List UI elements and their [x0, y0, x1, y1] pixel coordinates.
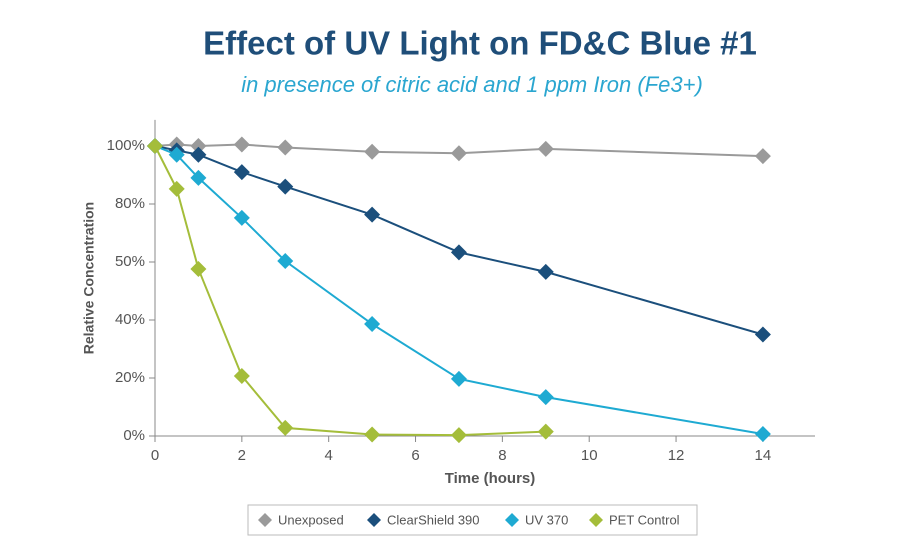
legend-box — [247, 504, 698, 536]
data-point — [277, 178, 294, 195]
y-tick-label: 40% — [115, 311, 145, 328]
x-tick-label: 10 — [581, 447, 598, 464]
data-point — [364, 426, 381, 443]
legend-marker — [505, 513, 519, 527]
x-tick-label: 8 — [498, 447, 506, 464]
y-tick-label: 80% — [115, 195, 145, 212]
data-point — [450, 370, 467, 387]
x-tick-label: 2 — [238, 447, 246, 464]
data-point — [277, 139, 294, 156]
series-line — [154, 145, 546, 437]
data-point — [233, 209, 250, 226]
data-point — [754, 148, 771, 165]
y-tick-label: 100% — [107, 137, 145, 154]
x-tick-label: 14 — [755, 447, 772, 464]
data-point — [364, 316, 381, 333]
x-tick-label: 0 — [151, 447, 159, 464]
data-point — [537, 263, 554, 280]
data-point — [147, 138, 163, 154]
data-point — [190, 169, 207, 186]
x-axis-label: Time (hours) — [445, 470, 536, 487]
data-point — [168, 180, 185, 197]
data-point — [537, 389, 554, 406]
legend-label: UV 370 — [525, 512, 568, 527]
x-tick-label: 12 — [668, 447, 685, 464]
x-tick-label: 6 — [411, 447, 419, 464]
data-point — [190, 138, 207, 154]
x-tick-label: 4 — [325, 447, 333, 464]
data-point — [233, 164, 250, 181]
y-tick-label: 0% — [123, 427, 145, 444]
data-point — [450, 244, 467, 261]
y-tick-label: 20% — [115, 369, 145, 386]
data-point — [450, 427, 467, 444]
data-point — [233, 136, 250, 153]
data-point — [190, 146, 207, 163]
y-tick-label: 50% — [115, 253, 145, 270]
data-point — [754, 326, 771, 343]
data-point — [537, 140, 554, 157]
data-point — [364, 206, 381, 223]
data-point — [168, 146, 185, 163]
chart-title: Effect of UV Light on FD&C Blue #1 — [203, 25, 757, 62]
data-point — [537, 423, 554, 440]
data-point — [754, 425, 771, 442]
data-point — [277, 419, 294, 436]
chart-subtitle: in presence of citric acid and 1 ppm Iro… — [241, 72, 703, 97]
data-point — [450, 145, 467, 162]
y-axis-label: Relative Concentration — [81, 202, 97, 354]
legend-label: PET Control — [609, 512, 680, 527]
series-line — [154, 145, 764, 435]
legend-marker — [258, 513, 272, 527]
data-point — [233, 367, 250, 384]
legend-label: ClearShield 390 — [387, 512, 480, 527]
data-point — [277, 253, 294, 270]
data-point — [364, 143, 381, 160]
legend-marker — [589, 513, 603, 527]
legend-marker — [367, 513, 381, 527]
data-point — [190, 260, 207, 277]
legend-label: Unexposed — [278, 512, 344, 527]
